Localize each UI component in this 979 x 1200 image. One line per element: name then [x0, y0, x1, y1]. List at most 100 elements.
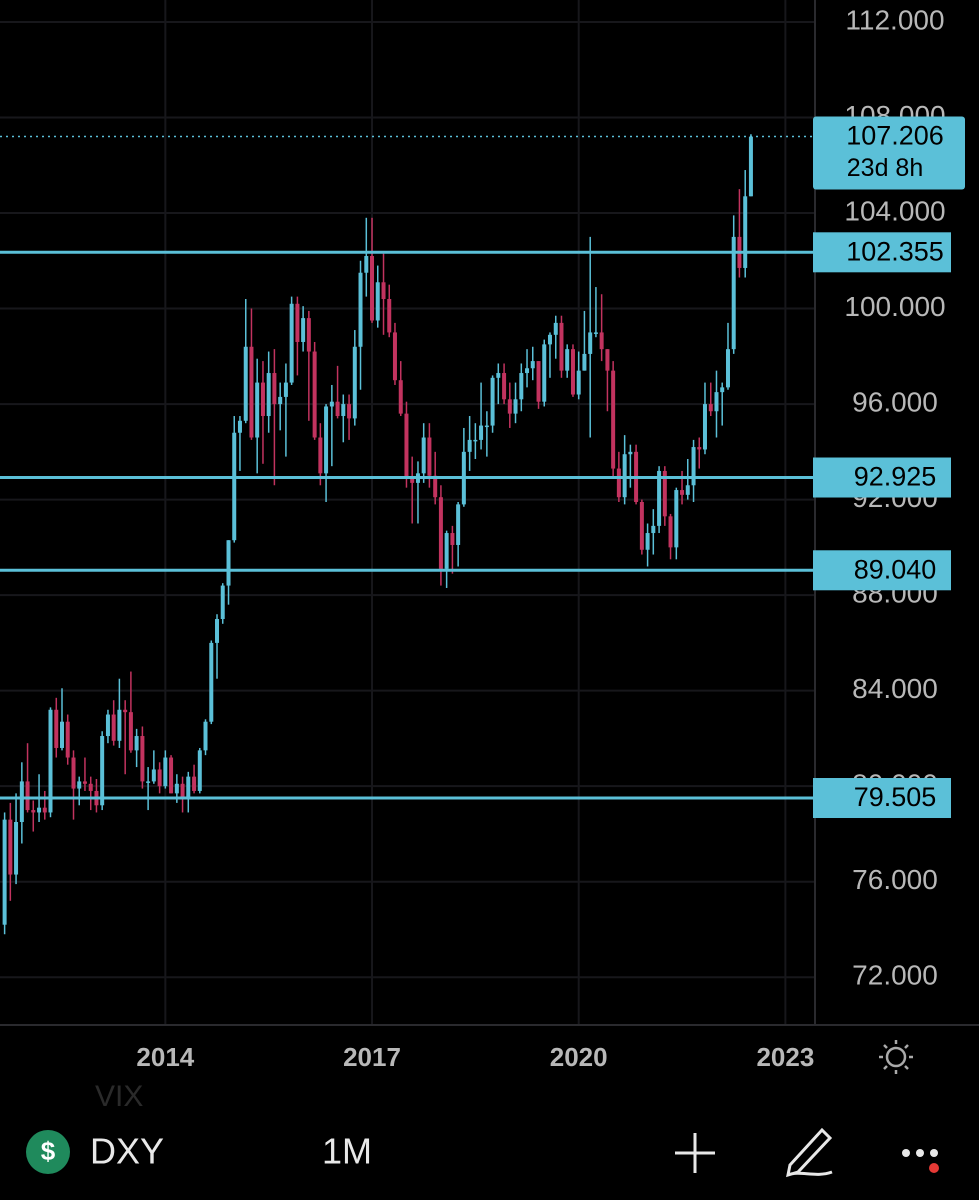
level-badge — [813, 457, 951, 498]
candle-body — [272, 373, 277, 405]
candle-body — [668, 516, 673, 548]
candle-body — [341, 404, 346, 417]
candle-body — [484, 425, 489, 428]
candle-body — [680, 490, 685, 495]
candle-body — [220, 585, 225, 620]
candle-body — [651, 525, 656, 534]
candle-body — [473, 439, 478, 442]
y-tick-label: 100.000 — [844, 291, 945, 322]
badges: 102.355 92.925 89.040 79.505 107.206 23d 8h — [813, 116, 965, 819]
candle-body — [128, 712, 133, 751]
candle-body — [702, 404, 707, 450]
candle-body — [209, 642, 214, 722]
candle-body — [714, 392, 719, 412]
currency-icon[interactable] — [26, 1130, 70, 1174]
candle-body — [657, 470, 662, 526]
candle-body — [157, 769, 162, 787]
candle-body — [622, 454, 627, 498]
candle-body — [467, 439, 472, 452]
candle-body — [215, 619, 220, 643]
more-dot — [930, 1149, 938, 1157]
candle-body — [628, 451, 633, 455]
more-dot — [902, 1149, 910, 1157]
candle-body — [496, 373, 501, 378]
candle-body — [186, 776, 191, 799]
candle-body — [243, 346, 248, 421]
candle-body — [197, 750, 202, 791]
candle-body — [387, 298, 392, 333]
grid — [0, 0, 815, 1025]
candle-body — [553, 322, 558, 335]
candle-body — [2, 819, 7, 925]
candle-body — [444, 533, 449, 569]
candle-body — [565, 349, 570, 371]
candle-body — [289, 303, 294, 383]
candle-body — [324, 406, 329, 474]
candle-body — [117, 709, 122, 741]
candle-body — [260, 382, 265, 417]
candle-body — [421, 437, 426, 474]
candle-body — [479, 425, 484, 440]
candle-body — [306, 318, 311, 352]
candle-body — [697, 447, 702, 450]
level-label: 79.505 — [854, 782, 937, 812]
candle-body — [525, 368, 530, 374]
candle-body — [364, 256, 369, 273]
candle-body — [588, 332, 593, 354]
currency-icon-label: $ — [41, 1136, 56, 1166]
candle-body — [232, 432, 237, 541]
add-button[interactable] — [675, 1133, 715, 1173]
candle-body — [375, 282, 380, 321]
y-tick-label: 104.000 — [844, 195, 945, 226]
candle-body — [674, 490, 679, 548]
candle-body — [662, 470, 667, 517]
level-badge — [813, 550, 951, 591]
candle-body — [576, 370, 581, 395]
interval[interactable]: 1M — [322, 1131, 372, 1172]
candle-body — [748, 136, 753, 197]
candle-body — [513, 399, 518, 414]
x-tick-label: 2017 — [343, 1042, 401, 1072]
candle-body — [111, 714, 116, 741]
candle-body — [536, 361, 541, 402]
x-tick-label: 2023 — [756, 1042, 814, 1072]
candle-body — [685, 485, 690, 495]
candle-body — [427, 437, 432, 476]
candle-body — [169, 757, 174, 794]
draw-button[interactable] — [786, 1127, 833, 1178]
candle-body — [358, 272, 363, 347]
candle-body — [37, 807, 42, 813]
candle-body — [42, 807, 47, 813]
candle-body — [599, 332, 604, 350]
candle-body — [237, 420, 242, 433]
notification-dot — [929, 1163, 939, 1173]
candle-body — [381, 282, 386, 299]
candle-body — [226, 540, 231, 586]
candle-body — [203, 721, 208, 751]
candle-body — [283, 382, 288, 397]
settings-icon[interactable] — [879, 1040, 913, 1074]
candle-body — [100, 736, 105, 806]
candle-body — [731, 236, 736, 350]
candle-body — [146, 781, 151, 783]
y-tick-label: 96.000 — [852, 386, 938, 417]
candle-body — [180, 783, 185, 799]
candle-body — [542, 344, 547, 402]
level-label: 92.925 — [854, 462, 937, 492]
candle-body — [8, 819, 13, 875]
candle-body — [370, 256, 375, 321]
candle-body — [82, 781, 87, 784]
candle-body — [71, 757, 76, 789]
level-badge — [813, 232, 951, 273]
more-button[interactable] — [902, 1149, 939, 1173]
candle-body — [295, 303, 300, 342]
candle-body — [151, 769, 156, 782]
candle-body — [54, 709, 59, 748]
level-badge — [813, 778, 951, 819]
candle-body — [335, 401, 340, 417]
candle-body — [60, 721, 65, 748]
candle-body — [174, 783, 179, 794]
symbol[interactable]: DXY — [90, 1131, 164, 1172]
